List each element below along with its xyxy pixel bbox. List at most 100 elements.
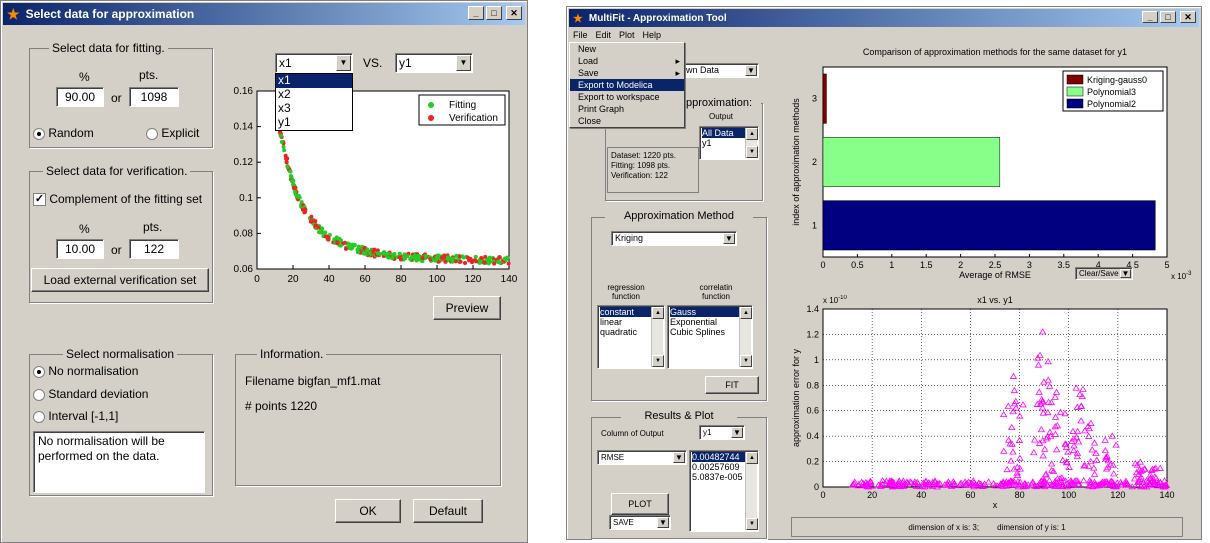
ok-button[interactable]: OK — [335, 499, 401, 523]
verification-point — [309, 219, 314, 224]
pts-label: pts. — [139, 68, 159, 82]
error-point — [1051, 413, 1060, 420]
error-point — [1090, 439, 1099, 446]
menu-plot[interactable]: Plot — [619, 30, 635, 40]
y-scale-exponent: -10 — [838, 295, 847, 301]
error-point — [1019, 401, 1027, 408]
list-item[interactable]: constant — [600, 307, 662, 317]
maximize-button[interactable]: □ — [1160, 11, 1176, 23]
error-point — [1052, 482, 1061, 489]
correlation-list[interactable]: Gauss Exponential Cubic Splines ▲ ▼ — [667, 305, 753, 369]
plot-button[interactable]: PLOT — [611, 493, 669, 515]
random-radio[interactable]: Random — [33, 126, 94, 140]
verification-point — [343, 246, 348, 251]
list-item[interactable]: All Data — [702, 128, 756, 138]
error-point — [1043, 433, 1052, 440]
error-point — [1036, 351, 1044, 358]
error-point — [1058, 474, 1066, 481]
menu-item-save[interactable]: Save ▸ — [578, 68, 680, 78]
dropdown-option[interactable]: x2 — [278, 87, 291, 101]
menu-item-load[interactable]: Load ▸ — [578, 56, 680, 66]
interval-radio[interactable]: Interval [-1,1] — [33, 409, 118, 423]
load-verification-button[interactable]: Load external verification set — [31, 268, 209, 292]
clear-save-select[interactable]: Clear/Save ▼ — [1075, 267, 1133, 280]
error-point — [1001, 479, 1010, 486]
no-normalisation-radio[interactable]: No normalisation — [33, 364, 138, 378]
error-point — [1039, 452, 1047, 459]
chevron-down-icon: ▼ — [456, 55, 471, 71]
fit-points-input[interactable]: 1098 — [129, 87, 179, 107]
menu-item-new[interactable]: New — [578, 44, 597, 54]
error-point — [1084, 422, 1092, 429]
error-point — [1154, 479, 1162, 486]
verification-point — [453, 259, 458, 264]
close-button[interactable]: ✕ — [1180, 11, 1196, 23]
maximize-button[interactable]: □ — [486, 6, 502, 20]
verification-point — [479, 255, 484, 260]
menu-item-close[interactable]: Close — [578, 116, 602, 126]
column-output-select[interactable]: y1 ▼ — [699, 425, 745, 440]
menu-edit[interactable]: Edit — [595, 30, 612, 40]
method-select[interactable]: Kriging ▼ — [611, 231, 737, 246]
std-deviation-radio[interactable]: Standard deviation — [33, 387, 148, 401]
output-list[interactable]: All Data y1 ▲ ▼ — [699, 126, 759, 160]
menu-help[interactable]: Help — [642, 30, 662, 40]
list-item[interactable]: y1 — [702, 138, 712, 148]
minimize-button[interactable]: _ — [1142, 11, 1158, 23]
fitting-point — [293, 189, 298, 194]
list-item[interactable]: Gauss — [670, 307, 750, 317]
x-tick-label: 60 — [965, 490, 975, 500]
error-point — [963, 479, 971, 487]
regression-list[interactable]: constant linear quadratic ▲ ▼ — [597, 305, 665, 369]
menu-item-export-workspace[interactable]: Export to workspace — [578, 92, 660, 102]
explicit-radio[interactable]: Explicit — [146, 126, 199, 140]
default-button[interactable]: Default — [413, 499, 483, 523]
dropdown-option[interactable]: x1 — [276, 74, 352, 88]
minimize-button[interactable]: _ — [468, 6, 484, 20]
error-point — [1039, 409, 1048, 416]
error-point — [1122, 479, 1130, 486]
dropdown-option[interactable]: x3 — [278, 101, 291, 115]
list-item[interactable]: 5.0837e-005 — [692, 472, 743, 482]
error-point — [961, 480, 970, 487]
menu-item-print-graph[interactable]: Print Graph — [578, 104, 625, 114]
information-group-title: Information. — [257, 347, 327, 361]
fit-percent-input[interactable]: 90.00 — [56, 87, 104, 107]
verification-point — [458, 259, 463, 264]
y-tick-label: 0.12 — [234, 157, 254, 168]
ver-points-input[interactable]: 122 — [129, 239, 179, 259]
error-point — [1135, 466, 1144, 473]
close-button[interactable]: ✕ — [506, 6, 522, 20]
error-point — [1012, 404, 1020, 411]
verification-point — [443, 259, 448, 264]
y-variable-select[interactable]: y1 ▼ — [395, 53, 473, 73]
preview-button[interactable]: Preview — [433, 296, 501, 320]
fit-button[interactable]: FIT — [705, 376, 759, 394]
error-point — [897, 481, 905, 488]
error-point — [1030, 448, 1038, 456]
x-variable-select[interactable]: x1 ▼ — [275, 53, 353, 73]
error-scatter-chart: x 10-10 x1 vs. y1 0 20 40 60 80 100 120 140 0 0.2 0.… — [791, 295, 1175, 510]
ver-percent-input[interactable]: 10.00 — [56, 239, 104, 259]
list-item[interactable]: quadratic — [600, 327, 638, 337]
error-point — [997, 480, 1005, 487]
menu-item-export-modelica[interactable]: Export to Modelica — [570, 79, 684, 91]
list-item[interactable]: Cubic Splines — [670, 327, 726, 337]
y-axis-label: approximation error for y — [791, 348, 801, 447]
list-item[interactable]: Exponential — [670, 317, 718, 327]
fitting-point — [497, 260, 502, 265]
error-point — [1087, 419, 1095, 426]
verification-point — [428, 257, 433, 262]
dropdown-option[interactable]: y1 — [278, 115, 291, 129]
save-select[interactable]: SAVE ▼ — [609, 515, 671, 530]
list-item[interactable]: linear — [600, 317, 623, 327]
x-tick-label: 2 — [958, 260, 963, 270]
list-item[interactable]: 0.00257609 — [692, 462, 740, 472]
error-point — [1069, 427, 1077, 434]
metric-select[interactable]: RMSE ▼ — [597, 450, 687, 465]
complement-checkbox[interactable]: ✓ Complement of the fitting set — [33, 192, 203, 207]
y-tick-label: 3 — [812, 94, 817, 104]
results-values-list[interactable]: 0.00482744 0.00257609 5.0837e-005 ▲ ▼ — [689, 450, 759, 532]
list-item[interactable]: 0.00482744 — [692, 452, 756, 462]
menu-file[interactable]: File — [573, 30, 588, 40]
